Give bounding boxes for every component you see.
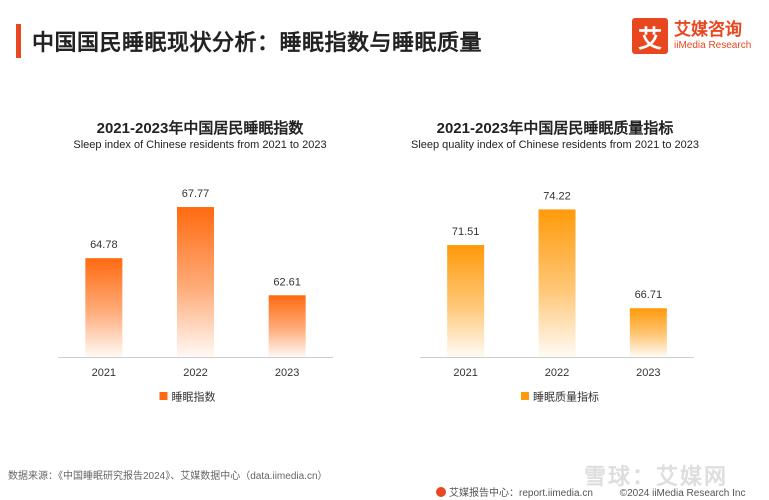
value-label-2023: 62.61 xyxy=(273,276,301,288)
title-accent-bar xyxy=(16,24,21,58)
report-center-link[interactable]: 艾媒报告中心：report.iimedia.cn xyxy=(449,488,593,499)
chart2-title: 2021-2023年中国居民睡眠质量指标 xyxy=(436,120,674,137)
x-tick-2023: 2023 xyxy=(275,367,299,379)
chart2-subtitle: Sleep quality index of Chinese residents… xyxy=(410,139,699,151)
data-source-note: 数据来源：《中国睡眠研究报告2024》、艾媒数据中心（data.iimedia.… xyxy=(8,471,328,482)
x-tick-2022: 2022 xyxy=(183,367,207,379)
value-label-2022: 74.22 xyxy=(543,190,571,202)
legend-label: 睡眠指数 xyxy=(172,390,216,404)
value-label-2021: 71.51 xyxy=(452,226,480,238)
bar-2023 xyxy=(268,295,306,357)
logo-name-cn: 艾媒咨询 xyxy=(674,20,742,39)
chart1-title: 2021-2023年中国居民睡眠指数 xyxy=(96,120,304,137)
logo-mark-icon: 艾 xyxy=(632,18,668,54)
x-tick-2021: 2021 xyxy=(453,367,477,379)
page-title: 中国国民睡眠现状分析：睡眠指数与睡眠质量 xyxy=(32,30,483,55)
bar-2022 xyxy=(177,207,214,357)
bar-2021 xyxy=(85,258,123,357)
logo-name-en: iiMedia Research xyxy=(674,40,752,51)
bar-2022 xyxy=(538,209,576,357)
x-tick-2023: 2023 xyxy=(636,367,660,379)
bar-2023 xyxy=(629,308,667,357)
footer-credits: 艾媒报告中心：report.iimedia.cn ©2024 iiMedia R… xyxy=(436,484,757,499)
chart1-subtitle: Sleep index of Chinese residents from 20… xyxy=(73,139,327,151)
brand-logo: 艾 艾媒咨询 iiMedia Research xyxy=(632,18,751,54)
value-label-2022: 67.77 xyxy=(182,188,210,200)
watermark: 雪球：艾媒网 xyxy=(584,464,729,489)
x-tick-2022: 2022 xyxy=(545,367,569,379)
value-label-2023: 66.71 xyxy=(635,289,663,301)
bar-2021 xyxy=(447,245,485,357)
legend-swatch xyxy=(521,392,529,400)
legend-swatch xyxy=(159,392,168,400)
x-tick-2021: 2021 xyxy=(92,367,116,379)
legend-label: 睡眠质量指标 xyxy=(533,390,599,404)
value-label-2021: 64.78 xyxy=(90,239,118,251)
report-center-icon xyxy=(436,487,446,497)
copyright: ©2024 iiMedia Research Inc xyxy=(619,488,746,499)
